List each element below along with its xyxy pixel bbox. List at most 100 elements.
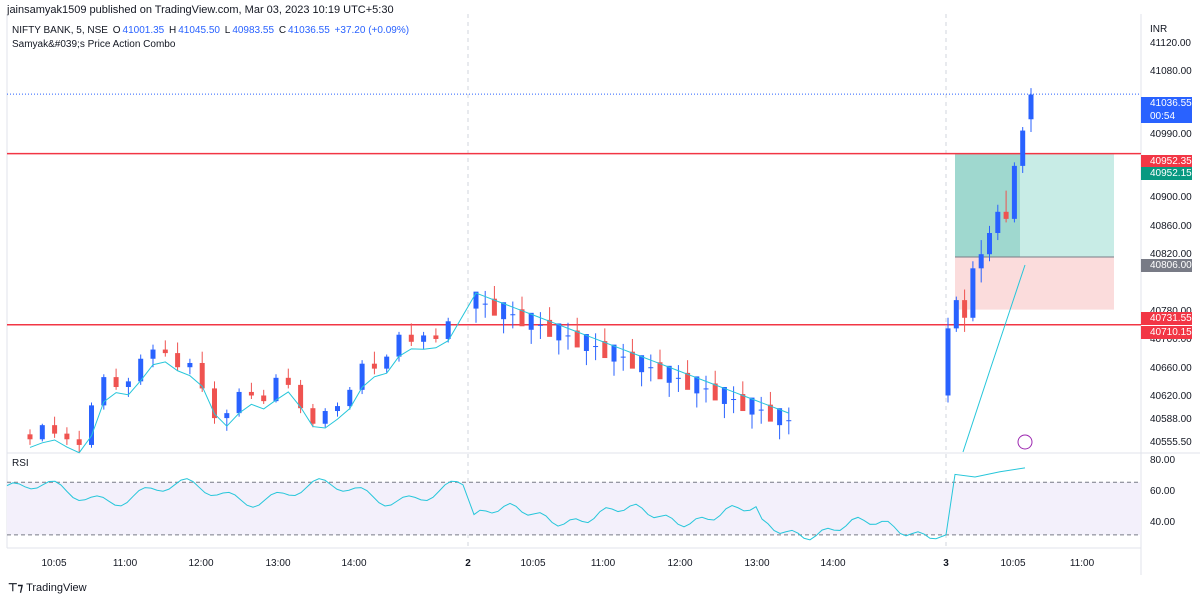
candle-body	[27, 434, 33, 440]
price-tick: 40588.00	[1150, 414, 1192, 425]
ma-line-day3	[962, 264, 1026, 453]
candle-body	[593, 346, 599, 348]
candle-body	[675, 377, 681, 379]
low-value: 40983.55	[232, 25, 275, 36]
candle-body	[150, 349, 156, 359]
candle-body	[52, 425, 58, 434]
candle-body	[537, 324, 543, 326]
candle-body	[347, 389, 353, 407]
candle-body	[657, 362, 663, 380]
candle-body	[199, 362, 205, 389]
candle-body	[64, 433, 70, 440]
candle-body	[89, 405, 94, 445]
candle-body	[39, 425, 45, 440]
candle-body	[76, 439, 82, 445]
close-label: C	[278, 25, 287, 36]
candle-body	[731, 399, 737, 401]
candle-body	[421, 335, 427, 342]
candle-body	[491, 298, 497, 316]
candle-body	[224, 413, 230, 419]
candle-body	[101, 377, 107, 406]
candle-body	[995, 211, 1001, 233]
time-tick: 12:00	[188, 558, 214, 569]
time-tick: 12:00	[667, 558, 693, 569]
time-tick: 11:00	[590, 558, 616, 569]
candle-body	[758, 409, 764, 411]
candle-body	[359, 363, 365, 390]
candle-body	[162, 349, 168, 354]
candle-body	[685, 372, 691, 390]
price-tick: 41080.00	[1150, 66, 1192, 77]
time-tick: 14:00	[820, 558, 846, 569]
tradingview-logo: ⊤⁊ TradingView	[8, 581, 87, 594]
candle-body	[703, 388, 709, 390]
open-label: O	[112, 25, 121, 36]
candle-body	[629, 351, 635, 369]
candle-body	[298, 384, 304, 409]
candle-body	[248, 391, 254, 396]
candle-body	[574, 330, 580, 348]
price-tick: 40555.50	[1150, 437, 1192, 448]
candle-body	[236, 391, 242, 414]
candle-body	[371, 363, 377, 369]
price-tick: 40660.00	[1150, 363, 1192, 374]
candle-body	[510, 314, 516, 316]
price-label: 40710.15	[1141, 326, 1192, 339]
candle-body	[212, 388, 217, 419]
low-label: L	[224, 25, 231, 36]
candle-body	[556, 323, 562, 341]
price-tick: 40900.00	[1150, 192, 1192, 203]
candle-body	[125, 381, 131, 388]
candle-body	[261, 395, 267, 402]
lightning-icon	[1017, 434, 1033, 450]
rsi-pane-label[interactable]: RSI	[12, 458, 29, 469]
candle-body	[565, 335, 571, 337]
time-tick: 10:05	[41, 558, 67, 569]
symbol-label[interactable]: NIFTY BANK, 5, NSE	[12, 25, 108, 36]
rsi-band	[7, 482, 1141, 535]
candle-body	[749, 397, 755, 415]
candle-body	[620, 356, 626, 358]
indicator-label[interactable]: Samyak&#039;s Price Action Combo	[12, 39, 176, 50]
candle-body	[408, 334, 414, 342]
price-tick: 40780.00	[1150, 306, 1192, 317]
candle-body	[273, 377, 279, 402]
candle-body	[639, 355, 645, 373]
price-label: 40731.55	[1141, 312, 1192, 325]
candle-body	[187, 362, 193, 368]
candle-body	[433, 335, 439, 339]
candle-body	[445, 321, 451, 339]
candle-body	[322, 411, 328, 424]
candle-body	[694, 376, 700, 394]
candle-body	[602, 341, 608, 359]
time-tick: 14:00	[341, 558, 367, 569]
footer-brand: TradingView	[26, 582, 87, 594]
time-tick: 3	[943, 558, 949, 569]
time-tick: 10:05	[520, 558, 546, 569]
candle-body	[953, 300, 959, 329]
candle-body	[648, 367, 654, 369]
price-tick: 40620.00	[1150, 391, 1192, 402]
time-tick: 11:00	[112, 558, 138, 569]
candle-body	[721, 387, 727, 404]
published-caption: jainsamyak1509 published on TradingView.…	[7, 4, 394, 16]
rsi-tick: 80.00	[1150, 455, 1176, 466]
currency-label: INR	[1150, 24, 1168, 35]
candle-body	[310, 408, 316, 424]
candle-body	[285, 377, 291, 385]
candle-body	[1003, 211, 1009, 219]
candle-body	[396, 334, 402, 357]
candle-body	[666, 365, 672, 383]
candle-body	[712, 383, 718, 401]
price-label: 41036.55 00:54	[1141, 97, 1192, 123]
time-tick: 13:00	[265, 558, 291, 569]
tv-logo-icon: ⊤⁊	[8, 582, 24, 594]
candle-body	[611, 344, 617, 362]
candle-body	[473, 291, 479, 309]
candle-body	[113, 377, 119, 388]
candle-body	[528, 312, 534, 330]
price-label: 40806.00	[1141, 259, 1192, 272]
rsi-tick: 40.00	[1150, 517, 1176, 528]
high-value: 41045.50	[178, 25, 220, 36]
